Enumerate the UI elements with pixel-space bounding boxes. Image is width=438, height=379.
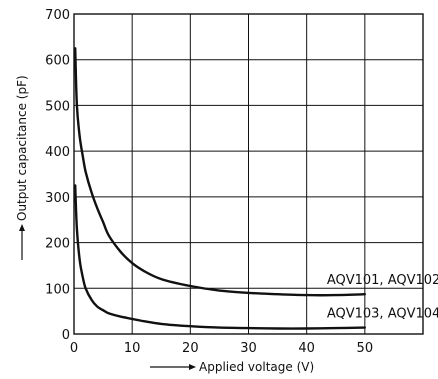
curves <box>74 47 366 330</box>
grid <box>73 13 424 335</box>
series-labels: AQV101, AQV102 AQV103, AQV104 <box>327 273 438 321</box>
series-label-2: AQV103, AQV104 <box>327 307 438 322</box>
y-axis-arrow-head <box>19 224 25 231</box>
x-tick-label-20: 20 <box>182 341 199 356</box>
series-label-1: AQV101, AQV102 <box>327 273 438 288</box>
series-line-2 <box>74 184 366 330</box>
x-tick-label-30: 30 <box>240 341 257 356</box>
y-tick-label-200: 200 <box>45 237 70 252</box>
x-tick-label-0: 0 <box>70 341 78 356</box>
x-tick-label-40: 40 <box>298 341 315 356</box>
y-tick-label-100: 100 <box>45 282 70 297</box>
y-axis-label-group: Output capacitance (pF) <box>15 75 29 260</box>
y-tick-label-0: 0 <box>62 328 70 343</box>
y-tick-label-700: 700 <box>45 8 70 23</box>
y-tick-label-500: 500 <box>45 99 70 114</box>
x-axis-label-group: Applied voltage (V) <box>150 360 314 374</box>
series-line-1 <box>74 47 366 297</box>
y-axis-label: Output capacitance (pF) <box>15 75 29 221</box>
x-tick-label-50: 50 <box>357 341 374 356</box>
y-tick-label-600: 600 <box>45 54 70 69</box>
y-tick-label-300: 300 <box>45 191 70 206</box>
x-axis-label: Applied voltage (V) <box>199 360 314 374</box>
x-axis-arrow-head <box>189 364 196 370</box>
plot-frame <box>73 13 424 335</box>
x-tick-label-10: 10 <box>124 341 141 356</box>
y-tick-label-400: 400 <box>45 145 70 160</box>
